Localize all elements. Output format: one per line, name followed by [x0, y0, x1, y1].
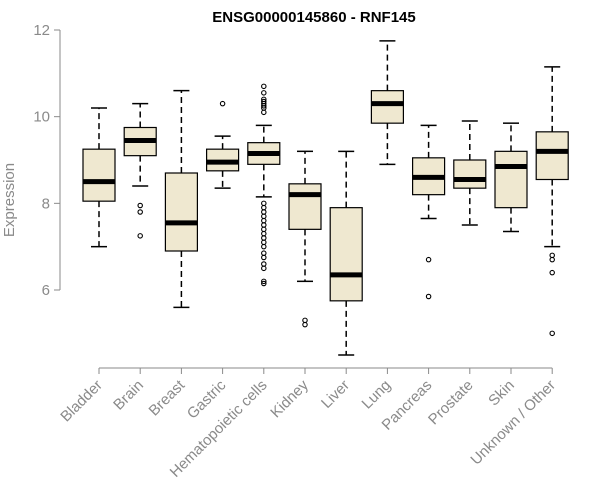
outlier-point	[261, 265, 267, 272]
box-skin	[494, 122, 528, 233]
y-axis-title: Expression	[1, 163, 18, 237]
outlier-point	[261, 200, 267, 207]
x-tick-label: Brain	[110, 377, 147, 414]
iqr-box	[370, 90, 404, 124]
box-unknown-other	[535, 66, 569, 337]
y-tick-label: 12	[33, 22, 50, 39]
outlier-point	[549, 256, 555, 263]
outlier-point	[219, 100, 226, 107]
iqr-box	[288, 183, 322, 230]
outlier-point	[261, 83, 267, 90]
y-tick-label: 8	[42, 195, 50, 212]
outlier-point	[261, 204, 267, 211]
chart-title: ENSG00000145860 - RNF145	[212, 9, 415, 26]
box-pancreas	[412, 124, 446, 300]
outlier-point	[261, 239, 267, 246]
outlier-point	[261, 90, 267, 96]
outlier-point	[137, 202, 143, 209]
x-tick-label: Bladder	[57, 377, 106, 426]
outlier-point	[261, 213, 267, 220]
outlier-point	[549, 330, 555, 337]
outlier-point	[425, 256, 432, 263]
box-brain	[123, 102, 157, 239]
iqr-box	[535, 131, 569, 181]
box-lung	[370, 40, 404, 166]
y-tick-label: 10	[33, 109, 50, 126]
iqr-box	[164, 172, 198, 252]
outlier-point	[261, 243, 267, 250]
box-prostate	[453, 120, 487, 226]
x-tick-label: Prostate	[425, 377, 477, 429]
outlier-point	[549, 252, 555, 259]
outlier-point	[302, 321, 308, 328]
outlier-point	[261, 226, 267, 233]
iqr-box	[82, 148, 116, 202]
outlier-point	[261, 250, 267, 256]
outlier-point	[261, 209, 267, 215]
iqr-box	[329, 207, 363, 302]
y-axis: 6 8 10 12	[33, 22, 61, 299]
box-breast	[164, 89, 198, 309]
outlier-point	[261, 280, 267, 287]
y-tick-label: 6	[42, 282, 50, 299]
outlier-point	[261, 235, 267, 241]
outlier-point	[261, 254, 267, 261]
outlier-point	[261, 278, 267, 285]
iqr-box	[494, 150, 528, 209]
outlier-point	[261, 109, 267, 116]
x-tick-label: Breast	[146, 376, 189, 419]
outlier-point	[261, 217, 267, 224]
outlier-point	[549, 269, 555, 276]
box-kidney	[288, 150, 322, 328]
box-hematopoietic-cells	[247, 83, 281, 287]
x-tick-label: Lung	[359, 377, 395, 413]
plot-area	[82, 40, 569, 356]
outlier-point	[137, 233, 143, 239]
outlier-point	[261, 222, 267, 228]
outlier-point	[137, 209, 143, 215]
outlier-point	[302, 317, 308, 324]
outlier-point	[261, 103, 267, 109]
outlier-point	[425, 293, 432, 300]
outlier-point	[261, 230, 267, 237]
x-tick-label: Liver	[318, 377, 353, 412]
box-liver	[329, 150, 363, 356]
outlier-point	[261, 261, 267, 267]
iqr-box	[453, 159, 487, 189]
box-gastric	[206, 100, 240, 189]
x-tick-label: Kidney	[267, 376, 312, 421]
x-tick-label: Skin	[485, 377, 518, 410]
box-bladder	[82, 107, 116, 248]
